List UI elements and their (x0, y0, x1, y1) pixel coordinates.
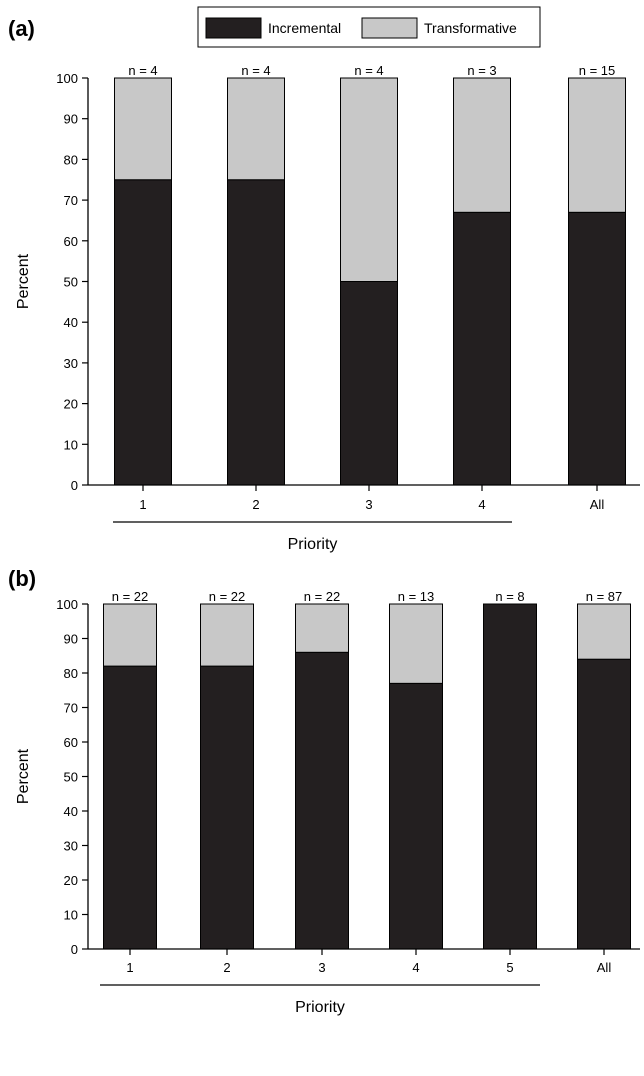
y-tick-label-a-30: 30 (64, 356, 78, 371)
legend: Incremental Transformative (197, 6, 541, 48)
panel-a: (a) n = 4 1 n = 4 2 n = 4 3 n = 3 4 n = 15 All 0 10 2… (8, 16, 640, 553)
x-tick-label-b-5: 5 (506, 960, 513, 975)
n-label-b-5: n = 8 (495, 589, 524, 604)
n-label-b-4: n = 13 (398, 589, 435, 604)
x-tick-label-b-1: 1 (126, 960, 133, 975)
x-tick-label-b-2: 2 (223, 960, 230, 975)
bar-a-2-transformative (227, 77, 285, 181)
y-tick-label-b-10: 10 (64, 908, 78, 923)
panel-label-a: (a) (8, 16, 35, 41)
bar-a-1-transformative (114, 77, 172, 181)
y-tick-label-a-50: 50 (64, 275, 78, 290)
panel-b: (b) n = 22 1 n = 22 2 n = 22 3 n = 13 4 n = 8 5 n =… (8, 566, 640, 1016)
x-tick-label-a-1: 1 (139, 497, 146, 512)
y-tick-label-b-90: 90 (64, 632, 78, 647)
y-tick-label-b-20: 20 (64, 873, 78, 888)
bar-a-4-incremental (453, 211, 511, 486)
y-axis-title-a: Percent (15, 253, 32, 309)
y-tick-label-a-80: 80 (64, 152, 78, 167)
y-tick-label-a-60: 60 (64, 234, 78, 249)
n-label-b-3: n = 22 (304, 589, 341, 604)
n-label-a-2: n = 4 (241, 63, 270, 78)
y-tick-label-b-50: 50 (64, 770, 78, 785)
y-tick-label-b-40: 40 (64, 804, 78, 819)
bar-a-2-incremental (227, 179, 285, 486)
bar-b-2-transformative (200, 603, 254, 667)
n-label-b-2: n = 22 (209, 589, 246, 604)
y-tick-label-b-80: 80 (64, 666, 78, 681)
x-axis-title-a: Priority (288, 536, 338, 553)
x-axis-title-b: Priority (295, 999, 345, 1016)
n-label-a-4: n = 3 (467, 63, 496, 78)
y-tick-label-a-100: 100 (56, 71, 78, 86)
bar-a-3-incremental (340, 281, 398, 486)
panel-label-b: (b) (8, 566, 36, 591)
bar-b-all-transformative (577, 603, 631, 660)
bar-b-4-incremental (389, 682, 443, 950)
y-tick-label-a-0: 0 (71, 478, 78, 493)
bar-b-4-transformative (389, 603, 443, 684)
bar-b-all-incremental (577, 658, 631, 950)
x-tick-label-b-4: 4 (412, 960, 419, 975)
x-tick-label-a-2: 2 (252, 497, 259, 512)
y-tick-label-b-70: 70 (64, 701, 78, 716)
bar-a-4-transformative (453, 77, 511, 213)
legend-swatch-incremental (205, 17, 262, 39)
y-tick-label-b-30: 30 (64, 839, 78, 854)
x-tick-label-b-all: All (597, 960, 612, 975)
y-tick-label-a-70: 70 (64, 193, 78, 208)
y-tick-label-a-40: 40 (64, 315, 78, 330)
y-axis-title-b: Percent (15, 748, 32, 804)
n-label-b-all: n = 87 (586, 589, 623, 604)
y-tick-label-b-0: 0 (71, 942, 78, 957)
x-tick-label-b-3: 3 (318, 960, 325, 975)
legend-swatch-transformative (361, 17, 418, 39)
x-tick-label-a-4: 4 (478, 497, 485, 512)
y-tick-label-a-90: 90 (64, 112, 78, 127)
bar-b-3-incremental (295, 651, 349, 950)
bar-b-5-incremental (483, 603, 537, 950)
y-tick-label-a-20: 20 (64, 397, 78, 412)
bar-a-all-incremental (568, 211, 626, 486)
x-tick-label-a-all: All (590, 497, 605, 512)
bar-a-3-transformative (340, 77, 398, 282)
y-tick-label-a-10: 10 (64, 437, 78, 452)
bar-b-2-incremental (200, 665, 254, 950)
y-tick-label-b-100: 100 (56, 597, 78, 612)
bar-a-1-incremental (114, 179, 172, 486)
bar-b-1-transformative (103, 603, 157, 667)
legend-label-transformative: Transformative (424, 20, 517, 36)
x-tick-label-a-3: 3 (365, 497, 372, 512)
n-label-a-all: n = 15 (579, 63, 616, 78)
y-tick-label-b-60: 60 (64, 735, 78, 750)
n-label-b-1: n = 22 (112, 589, 149, 604)
n-label-a-1: n = 4 (128, 63, 157, 78)
legend-label-incremental: Incremental (268, 20, 341, 36)
bar-b-3-transformative (295, 603, 349, 653)
bar-a-all-transformative (568, 77, 626, 213)
n-label-a-3: n = 4 (354, 63, 383, 78)
bar-b-1-incremental (103, 665, 157, 950)
